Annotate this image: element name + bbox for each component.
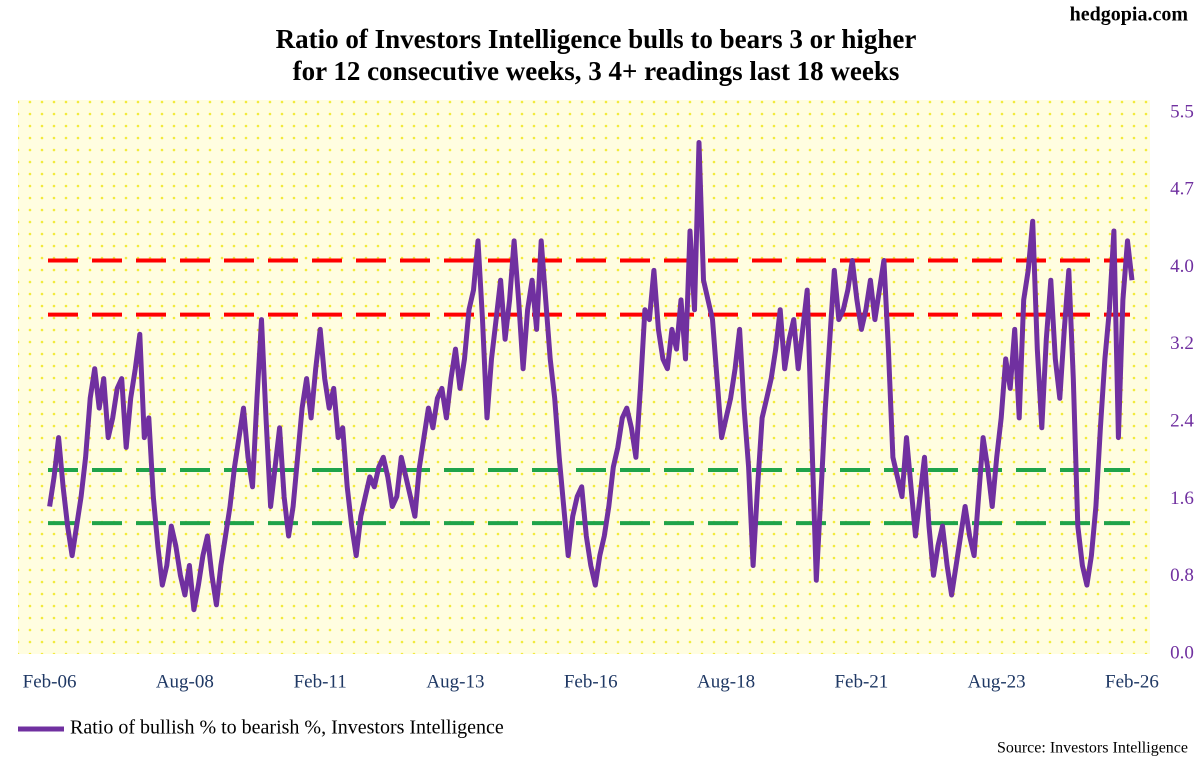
data-line [47,140,1135,613]
chart-title: for 12 consecutive weeks, 3 4+ readings … [293,56,900,86]
y-tick-label: 2.4 [1170,411,1194,432]
x-tick-label: Feb-06 [23,671,77,692]
chart-title: Ratio of Investors Intelligence bulls to… [276,24,917,54]
x-tick-label: Aug-18 [697,671,755,692]
y-tick-label: 0.8 [1170,565,1194,586]
y-tick-label: 4.7 [1170,179,1194,200]
legend-label: Ratio of bullish % to bearish %, Investo… [70,717,504,739]
watermark: hedgopia.com [1070,4,1189,26]
x-tick-label: Aug-13 [426,671,484,692]
y-tick-label: 5.5 [1170,101,1194,122]
x-tick-label: Aug-23 [968,671,1026,692]
x-tick-label: Feb-26 [1105,671,1159,692]
y-tick-label: 4.0 [1170,256,1194,277]
y-tick-label: 1.6 [1170,488,1194,509]
x-tick-label: Feb-21 [834,671,888,692]
x-tick-label: Aug-08 [156,671,214,692]
plot-background [18,100,1150,654]
y-tick-label: 0.0 [1170,642,1194,663]
source: Source: Investors Intelligence [997,740,1188,757]
y-tick-label: 3.2 [1170,333,1194,354]
x-tick-label: Feb-16 [564,671,618,692]
x-tick-label: Feb-11 [294,671,347,692]
